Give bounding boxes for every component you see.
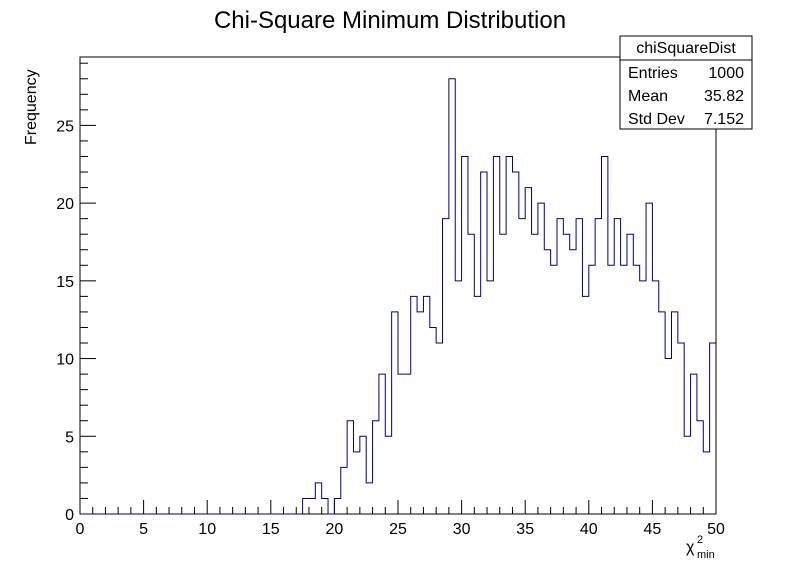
y-tick-label: 20 <box>56 196 74 213</box>
y-tick-label: 25 <box>56 118 74 135</box>
stats-box-frame <box>619 35 753 130</box>
x-axis: 0 5 10 15 20 25 30 35 40 45 50 <box>76 500 725 538</box>
x-tick-label: 45 <box>644 521 662 538</box>
y-tick-label: 10 <box>56 352 74 369</box>
stats-box: chiSquareDist Entries 1000 Mean 35.82 St… <box>619 35 753 130</box>
stats-mean-value: 35.82 <box>704 88 744 105</box>
chart-title: Chi-Square Minimum Distribution <box>214 7 566 34</box>
x-axis-title: χ 2 min <box>686 534 715 561</box>
stats-mean-label: Mean <box>628 88 668 105</box>
stats-entries-value: 1000 <box>708 65 744 82</box>
x-tick-label: 15 <box>262 521 280 538</box>
x-axis-title-main: χ <box>686 539 695 556</box>
y-axis-title: Frequency <box>23 69 40 145</box>
x-tick-label: 20 <box>326 521 344 538</box>
stats-stddev-label: Std Dev <box>628 111 685 128</box>
y-tick-label: 0 <box>65 507 74 524</box>
x-tick-label: 25 <box>389 521 407 538</box>
histogram-series <box>80 78 716 515</box>
x-tick-label: 40 <box>580 521 598 538</box>
stats-entries-label: Entries <box>628 65 678 82</box>
x-tick-label: 0 <box>76 521 85 538</box>
x-axis-title-sup: 2 <box>697 534 703 546</box>
stats-box-title: chiSquareDist <box>636 40 736 57</box>
x-tick-label: 35 <box>516 521 534 538</box>
x-axis-title-sub: min <box>697 549 715 561</box>
y-tick-label: 15 <box>56 274 74 291</box>
x-tick-label: 10 <box>198 521 216 538</box>
x-tick-label: 30 <box>453 521 471 538</box>
y-axis: 0 5 10 15 20 25 <box>56 62 96 524</box>
x-tick-label: 50 <box>707 521 725 538</box>
y-tick-label: 5 <box>65 429 74 446</box>
stats-stddev-value: 7.152 <box>704 111 744 128</box>
x-tick-label: 5 <box>139 521 148 538</box>
